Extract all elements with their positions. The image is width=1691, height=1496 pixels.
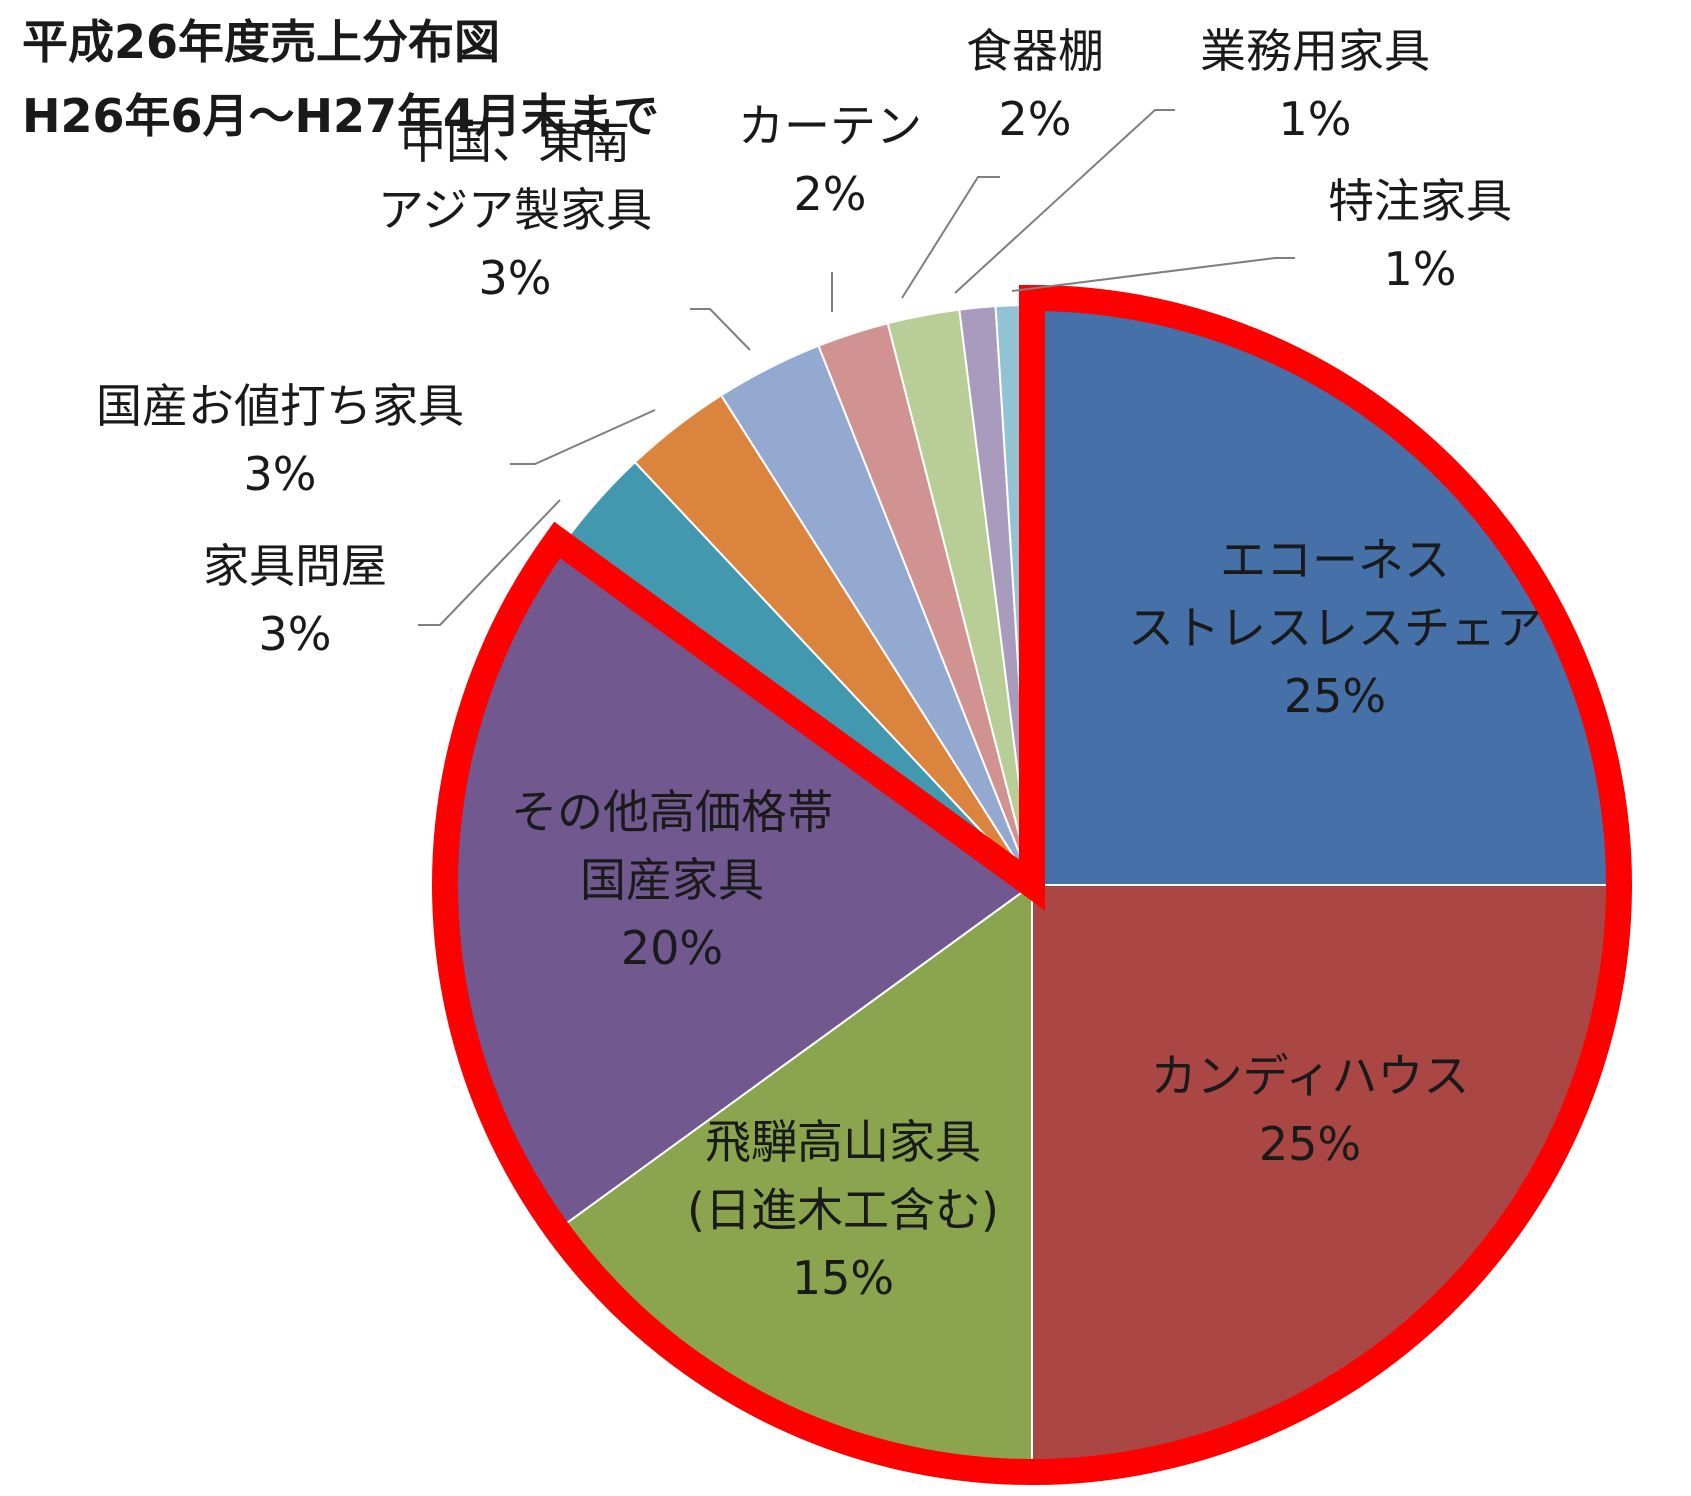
- slice-name-label: 飛騨高山家具: [705, 1115, 981, 1169]
- slice-percent-label: 2%: [794, 167, 867, 221]
- slice-percent-label: 25%: [1284, 669, 1386, 723]
- leader-line: [1011, 257, 1295, 292]
- leader-line: [690, 308, 751, 351]
- leader-lines: [418, 109, 1295, 626]
- slice-name-label: カンディハウス: [1151, 1049, 1470, 1103]
- slice-name-label: 中国、東南: [400, 115, 630, 169]
- leader-line: [510, 409, 656, 465]
- slice-name-label: 特注家具: [1328, 174, 1512, 228]
- slice-name-label: 国産お値打ち家具: [96, 379, 464, 433]
- slice-name-label: エコーネス: [1220, 533, 1450, 587]
- slice-percent-label: 15%: [792, 1251, 894, 1305]
- slice-percent-label: 25%: [1259, 1117, 1361, 1171]
- chart-title: 平成26年度売上分布図: [22, 15, 500, 69]
- slice-name-label: 家具問屋: [203, 539, 387, 593]
- slice-name-label: 食器棚: [966, 24, 1104, 78]
- pie-slice-2: [1031, 884, 1614, 1467]
- slice-name-label: ストレスレスチェア: [1128, 601, 1542, 655]
- leader-line: [418, 499, 561, 626]
- slice-percent-label: 1%: [1384, 242, 1457, 296]
- pie-slices: [451, 303, 1614, 1467]
- highlight-border: [432, 284, 1632, 1485]
- chart-subtitle: H26年6月～H27年4月末まで: [22, 89, 659, 143]
- slice-name-label: カーテン: [738, 99, 922, 153]
- slice-name-label: (日進木工含む): [687, 1183, 999, 1237]
- slice-name-label: 国産家具: [580, 853, 764, 907]
- leader-line: [901, 176, 1000, 299]
- highlight-outline: [432, 284, 1632, 1485]
- slice-percent-label: 3%: [244, 447, 317, 501]
- slice-percent-label: 20%: [621, 921, 723, 975]
- slice-name-label: 業務用家具: [1200, 24, 1430, 78]
- slice-percent-label: 3%: [259, 607, 332, 661]
- slice-name-label: アジア製家具: [378, 183, 652, 237]
- slice-percent-label: 3%: [479, 251, 552, 305]
- pie-slice-1: [1031, 303, 1614, 886]
- slice-percent-label: 1%: [1279, 92, 1352, 146]
- slice-percent-label: 2%: [999, 92, 1072, 146]
- slice-name-label: その他高価格帯: [511, 785, 833, 839]
- leader-line: [954, 109, 1175, 294]
